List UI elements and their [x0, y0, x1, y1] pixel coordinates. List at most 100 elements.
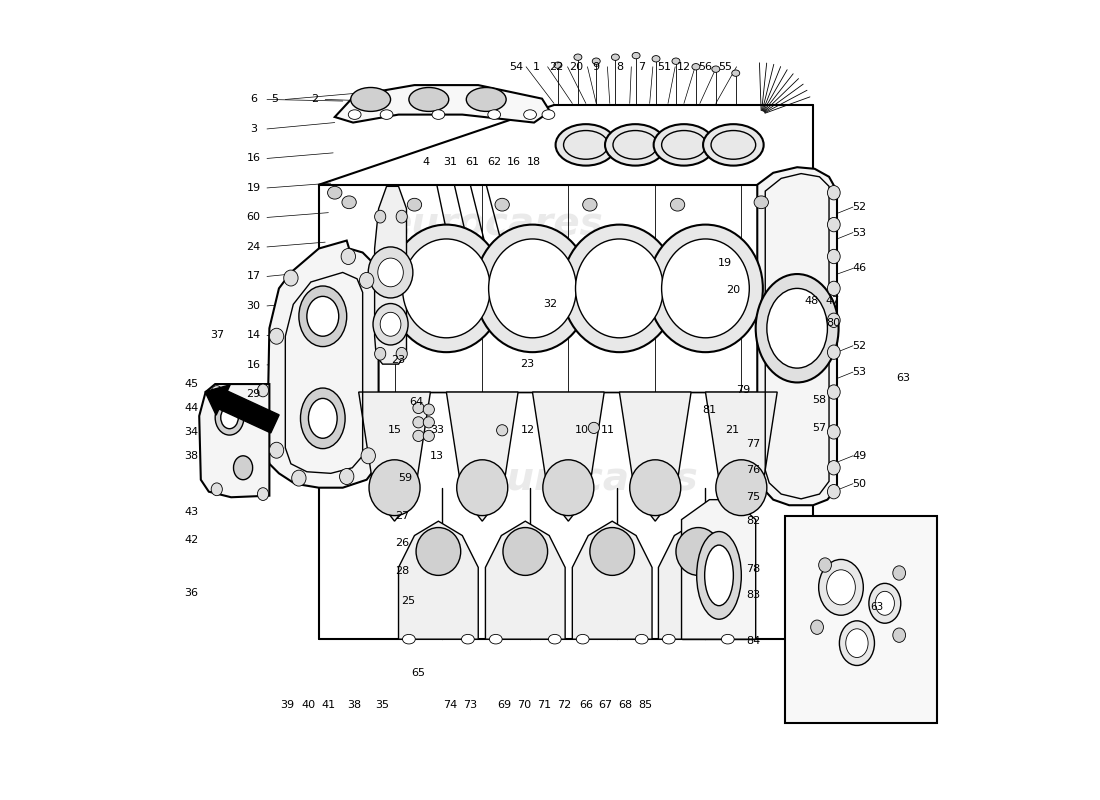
Text: 24: 24 — [246, 242, 261, 252]
Ellipse shape — [375, 347, 386, 360]
Ellipse shape — [592, 58, 601, 64]
Ellipse shape — [377, 258, 404, 286]
Text: 16: 16 — [507, 158, 521, 167]
Ellipse shape — [342, 196, 356, 209]
Text: 30: 30 — [246, 301, 261, 311]
Ellipse shape — [605, 124, 665, 166]
Ellipse shape — [396, 210, 407, 223]
Ellipse shape — [403, 239, 491, 338]
Ellipse shape — [575, 239, 663, 338]
Ellipse shape — [542, 110, 554, 119]
Ellipse shape — [456, 460, 508, 515]
Text: 5: 5 — [272, 94, 278, 105]
Ellipse shape — [827, 461, 840, 475]
Ellipse shape — [722, 634, 734, 644]
Ellipse shape — [827, 186, 840, 200]
Ellipse shape — [648, 225, 763, 352]
Text: 83: 83 — [746, 590, 760, 600]
Ellipse shape — [827, 218, 840, 232]
Ellipse shape — [542, 460, 594, 515]
Ellipse shape — [827, 345, 840, 359]
Ellipse shape — [554, 62, 562, 68]
Ellipse shape — [705, 545, 734, 606]
Text: 53: 53 — [852, 367, 867, 377]
Text: 28: 28 — [395, 566, 409, 577]
Text: 35: 35 — [375, 699, 389, 710]
Ellipse shape — [827, 250, 840, 264]
Text: 56: 56 — [698, 62, 713, 72]
Ellipse shape — [424, 430, 434, 442]
Text: 54: 54 — [509, 62, 524, 72]
Ellipse shape — [811, 620, 824, 634]
Ellipse shape — [292, 470, 306, 486]
Text: 10: 10 — [575, 426, 589, 435]
Polygon shape — [682, 500, 756, 639]
Ellipse shape — [662, 634, 675, 644]
Ellipse shape — [696, 531, 741, 619]
Ellipse shape — [893, 566, 905, 580]
Ellipse shape — [211, 483, 222, 496]
Bar — [785, 515, 937, 723]
Ellipse shape — [308, 398, 337, 438]
Ellipse shape — [373, 303, 408, 345]
Text: 65: 65 — [411, 668, 426, 678]
Ellipse shape — [653, 124, 714, 166]
Text: 19: 19 — [718, 258, 733, 268]
Ellipse shape — [416, 527, 461, 575]
Ellipse shape — [257, 488, 268, 501]
Text: 1: 1 — [532, 62, 540, 72]
Text: 4: 4 — [422, 158, 430, 167]
Ellipse shape — [556, 124, 616, 166]
Text: 20: 20 — [569, 62, 583, 72]
Text: 18: 18 — [527, 158, 541, 167]
Text: 49: 49 — [852, 451, 867, 461]
Ellipse shape — [588, 422, 600, 434]
Ellipse shape — [409, 87, 449, 111]
Text: 53: 53 — [852, 227, 867, 238]
Ellipse shape — [341, 249, 355, 265]
Ellipse shape — [549, 634, 561, 644]
Ellipse shape — [827, 425, 840, 439]
Ellipse shape — [361, 448, 375, 464]
Text: 7: 7 — [638, 62, 646, 72]
Ellipse shape — [424, 404, 434, 415]
Text: 52: 52 — [852, 341, 867, 350]
Text: 72: 72 — [558, 699, 572, 710]
Text: 6: 6 — [250, 94, 257, 105]
Polygon shape — [334, 85, 550, 122]
Polygon shape — [619, 392, 691, 521]
Ellipse shape — [712, 66, 719, 72]
Text: eurocares: eurocares — [481, 461, 698, 498]
Text: 13: 13 — [430, 451, 443, 461]
Ellipse shape — [574, 54, 582, 60]
Text: 74: 74 — [443, 699, 458, 710]
Text: 58: 58 — [813, 395, 826, 405]
Ellipse shape — [755, 196, 769, 209]
Text: 41: 41 — [321, 699, 336, 710]
Ellipse shape — [211, 386, 222, 398]
Text: 20: 20 — [726, 285, 740, 295]
Ellipse shape — [562, 225, 676, 352]
Text: 57: 57 — [813, 423, 826, 433]
Text: 66: 66 — [579, 699, 593, 710]
Text: 69: 69 — [497, 699, 512, 710]
Text: 67: 67 — [598, 699, 613, 710]
Ellipse shape — [257, 384, 268, 397]
Text: 79: 79 — [736, 386, 750, 395]
Ellipse shape — [672, 58, 680, 64]
Ellipse shape — [462, 634, 474, 644]
Ellipse shape — [351, 87, 390, 111]
Ellipse shape — [300, 388, 345, 449]
Ellipse shape — [876, 591, 894, 615]
Ellipse shape — [412, 402, 424, 414]
Ellipse shape — [432, 110, 444, 119]
Text: 48: 48 — [804, 296, 818, 306]
Ellipse shape — [590, 527, 635, 575]
Ellipse shape — [490, 634, 503, 644]
Text: 12: 12 — [676, 62, 691, 72]
Text: 11: 11 — [601, 426, 615, 435]
Text: 31: 31 — [443, 158, 458, 167]
Text: 52: 52 — [852, 202, 867, 212]
Ellipse shape — [407, 198, 421, 211]
Text: eurocares: eurocares — [385, 206, 603, 244]
